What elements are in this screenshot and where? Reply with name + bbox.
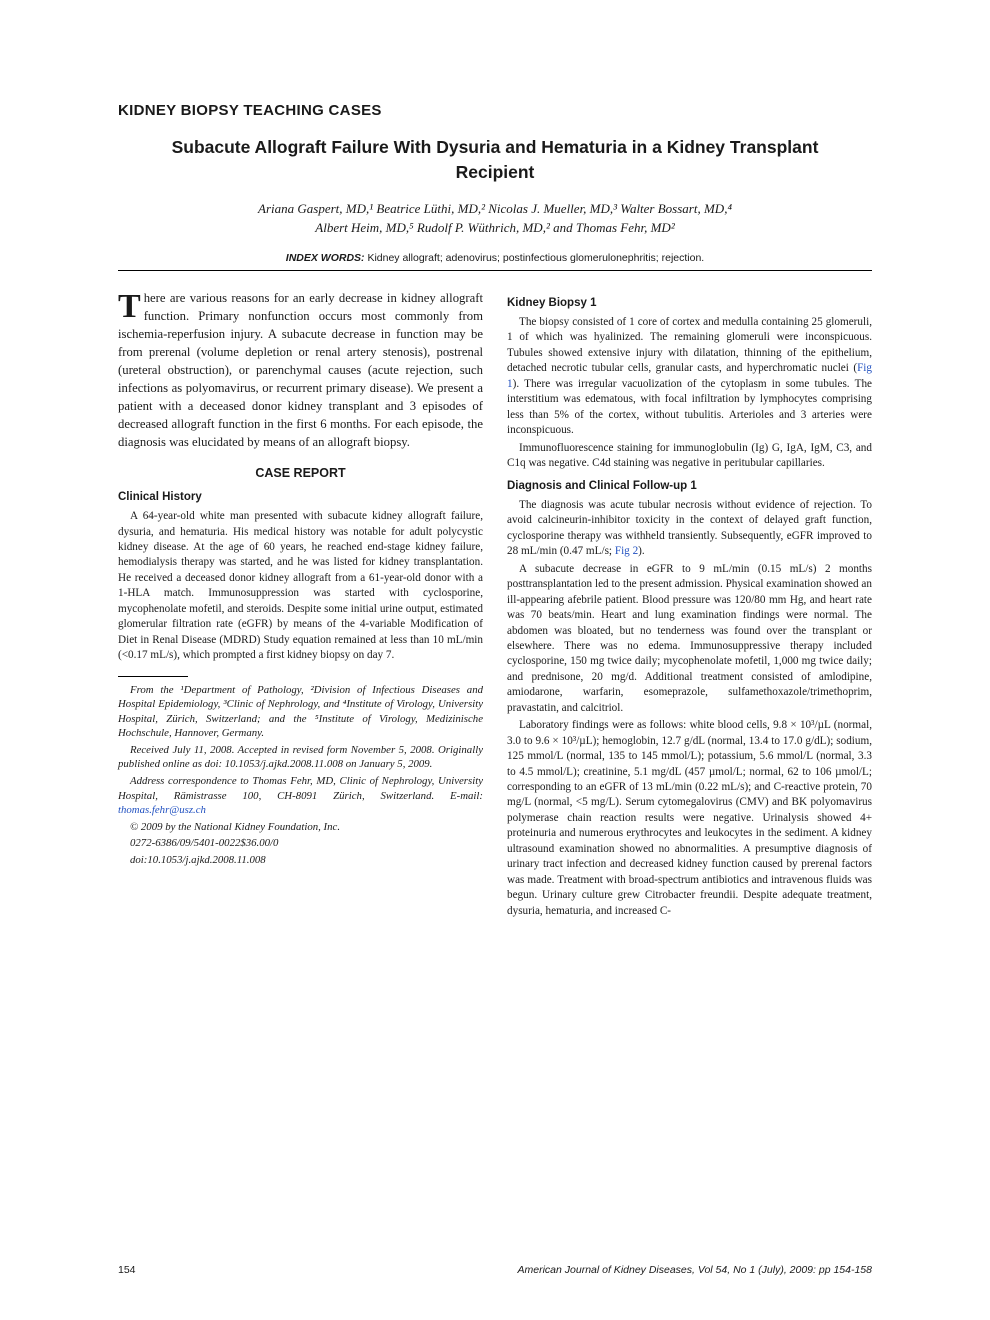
biopsy1-p1b: ). There was irregular vacuolization of … [507,378,872,436]
diag1-p1b: ). [638,545,645,557]
footnote-doi: doi:10.1053/j.ajkd.2008.11.008 [118,853,483,868]
divider-rule [118,270,872,271]
kidney-biopsy-1-heading: Kidney Biopsy 1 [507,295,872,311]
journal-citation: American Journal of Kidney Diseases, Vol… [518,1264,872,1276]
fig2-link[interactable]: Fig 2 [615,545,638,557]
footnote-copyright: © 2009 by the National Kidney Foundation… [118,820,483,835]
footnote-address-text: Address correspondence to Thomas Fehr, M… [118,775,483,802]
dropcap: T [118,289,144,323]
biopsy1-p1: The biopsy consisted of 1 core of cortex… [507,315,872,439]
diag1-p3: Laboratory findings were as follows: whi… [507,718,872,919]
authors-line-2: Albert Heim, MD,⁵ Rudolf P. Wüthrich, MD… [315,220,674,235]
diag1-p1a: The diagnosis was acute tubular necrosis… [507,499,872,557]
body-columns: There are various reasons for an early d… [118,289,872,921]
clinical-history-p1: A 64-year-old white man presented with s… [118,509,483,664]
intro-text: here are various reasons for an early de… [118,291,483,449]
case-report-heading: CASE REPORT [118,465,483,483]
article-title: Subacute Allograft Failure With Dysuria … [148,135,842,184]
diagnosis-1-heading: Diagnosis and Clinical Follow-up 1 [507,478,872,494]
clinical-history-heading: Clinical History [118,489,483,505]
diag1-p2: A subacute decrease in eGFR to 9 mL/min … [507,562,872,717]
intro-paragraph: There are various reasons for an early d… [118,289,483,451]
page-number: 154 [118,1264,136,1276]
footnote-email-link[interactable]: thomas.fehr@usz.ch [118,804,206,816]
section-header: KIDNEY BIOPSY TEACHING CASES [118,102,872,119]
footnote-received: Received July 11, 2008. Accepted in revi… [118,743,483,772]
page-footer: 154 American Journal of Kidney Diseases,… [118,1264,872,1276]
index-words: INDEX WORDS: Kidney allograft; adenoviru… [118,252,872,264]
diag1-p1: The diagnosis was acute tubular necrosis… [507,498,872,560]
footnote-affiliations: From the ¹Department of Pathology, ²Divi… [118,683,483,741]
index-words-text: Kidney allograft; adenovirus; postinfect… [365,252,705,264]
footnote-correspondence: Address correspondence to Thomas Fehr, M… [118,774,483,818]
biopsy1-p2: Immunofluorescence staining for immunogl… [507,441,872,472]
index-words-label: INDEX WORDS: [286,252,365,264]
footnote-divider [118,676,188,677]
biopsy1-p1a: The biopsy consisted of 1 core of cortex… [507,316,872,374]
authors: Ariana Gaspert, MD,¹ Beatrice Lüthi, MD,… [138,200,852,238]
authors-line-1: Ariana Gaspert, MD,¹ Beatrice Lüthi, MD,… [258,201,732,216]
footnote-issn: 0272-6386/09/5401-0022$36.00/0 [118,836,483,851]
